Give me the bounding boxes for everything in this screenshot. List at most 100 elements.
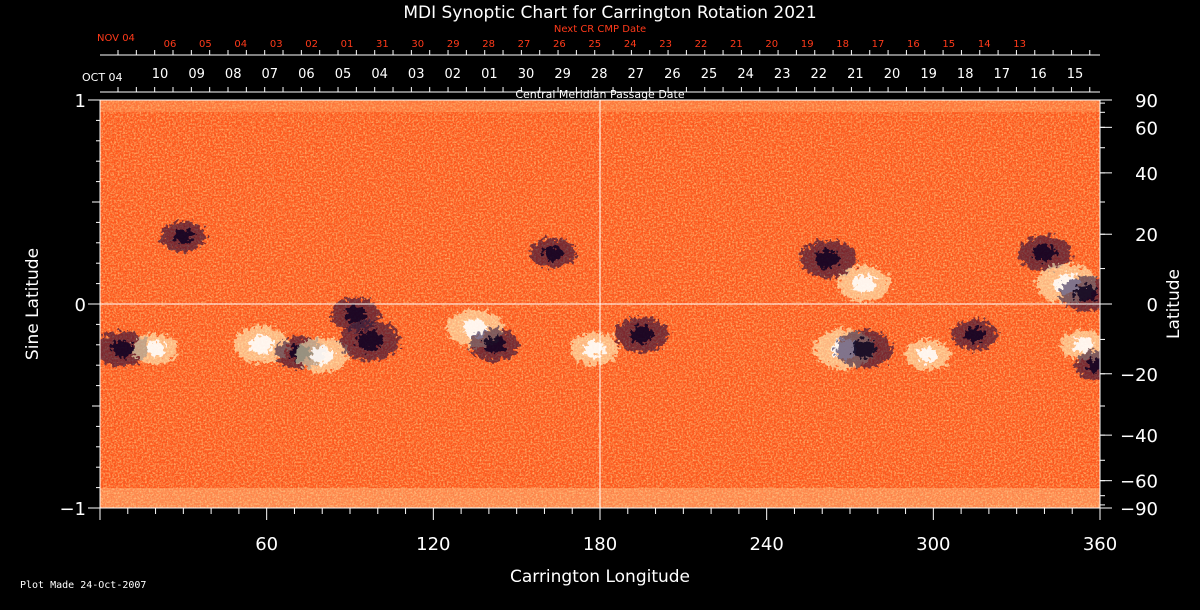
active-region-core (815, 249, 840, 269)
cmp-date-label: 26 (664, 67, 681, 82)
cmp-axis-label: Central Meridian Passage Date (515, 88, 684, 101)
next-cr-date-label: 06 (164, 39, 177, 50)
active-region-core (356, 330, 383, 351)
active-region-core (1033, 244, 1056, 262)
active-region-core (145, 341, 166, 357)
x-tick-label: 120 (416, 534, 450, 555)
magnetogram-map (100, 100, 1100, 508)
active-region-core (1087, 357, 1100, 373)
chart-title: MDI Synoptic Chart for Carrington Rotati… (403, 3, 816, 23)
y-tick-label-left: 0 (75, 295, 86, 316)
active-region-core (110, 340, 134, 358)
cmp-date-label: 02 (445, 67, 462, 82)
next-cr-date-label: 30 (411, 39, 424, 50)
y-tick-label-right: −60 (1120, 472, 1158, 493)
active-region-core (344, 306, 367, 323)
active-region-core (1074, 285, 1098, 303)
next-cr-date-label: 03 (270, 39, 283, 50)
y-tick-label-left: −1 (59, 499, 86, 520)
cmp-date-label: 15 (1067, 67, 1084, 82)
next-cr-date-label: 05 (199, 39, 212, 50)
cmp-date-label: 01 (481, 67, 498, 82)
next-cr-date-label: 18 (836, 39, 849, 50)
right-axis: 90 60 40 20 0 −20 −40 −60 −90 (1100, 91, 1158, 520)
y-axis-label-right: Latitude (1164, 269, 1184, 339)
active-region-core (852, 274, 876, 293)
x-tick-label: 300 (916, 534, 950, 555)
active-regions (100, 221, 1100, 381)
active-region-core (965, 327, 985, 343)
active-region-negative (1074, 350, 1100, 381)
y-axis-label-left: Sine Latitude (23, 248, 43, 360)
y-tick-label-right: −90 (1120, 499, 1158, 520)
active-region-core (583, 340, 606, 358)
next-cr-date-label: 25 (588, 39, 601, 50)
next-cr-date-label: 20 (765, 39, 778, 50)
next-cr-date-label: 23 (659, 39, 672, 50)
cmp-date-label: 22 (811, 67, 828, 82)
cmp-date-label: 18 (957, 67, 974, 82)
next-cr-date-label: 31 (376, 39, 389, 50)
next-cr-date-label: 02 (305, 39, 318, 50)
cmp-date-label: 30 (518, 67, 535, 82)
y-tick-label-right: −40 (1120, 426, 1158, 447)
cmp-date-label: 04 (371, 67, 388, 82)
next-cr-date-label: 24 (624, 39, 637, 50)
next-cr-date-label: 16 (907, 39, 920, 50)
next-cr-date-label: 26 (553, 39, 566, 50)
y-tick-label-right: 60 (1135, 118, 1158, 139)
next-cr-first-label: NOV 04 (97, 33, 135, 44)
active-region-core (542, 245, 563, 261)
x-tick-label: 360 (1083, 534, 1117, 555)
next-cr-date-label: 17 (872, 39, 885, 50)
left-axis: 1 0 −1 (59, 91, 100, 520)
y-tick-label-left: 1 (75, 91, 86, 112)
cmp-date-label: 09 (188, 67, 205, 82)
cmp-date-label: 17 (994, 67, 1011, 82)
cmp-date-label: 29 (554, 67, 571, 82)
active-region-core (1073, 337, 1094, 353)
cmp-date-label: 20 (884, 67, 901, 82)
active-region-core (173, 229, 194, 245)
cmp-date-label: 07 (262, 67, 279, 82)
active-region-core (248, 335, 274, 355)
cmp-date-label: 27 (628, 67, 645, 82)
gridlines (100, 100, 1100, 508)
cmp-date-label: 03 (408, 67, 425, 82)
next-cr-date-label: 22 (695, 39, 708, 50)
x-tick-label: 180 (583, 534, 617, 555)
next-cr-date-label: 28 (482, 39, 495, 50)
next-cr-date-label: 04 (234, 39, 247, 50)
next-cr-axis-label: Next CR CMP Date (554, 24, 646, 35)
y-tick-label-right: 40 (1135, 164, 1158, 185)
next-cr-date-label: 13 (1013, 39, 1026, 50)
active-region-core (917, 347, 938, 363)
next-cr-date-label: 27 (518, 39, 531, 50)
cmp-date-label: 08 (225, 67, 242, 82)
y-tick-label-right: 20 (1135, 225, 1158, 246)
active-region-core (483, 336, 506, 353)
y-tick-label-right: 0 (1147, 295, 1158, 316)
cmp-date-label: 25 (701, 67, 718, 82)
active-region-core (630, 325, 654, 344)
next-cr-date-label: 01 (341, 39, 354, 50)
plot-made-note: Plot Made 24-Oct-2007 (20, 580, 147, 591)
x-tick-label: 240 (749, 534, 783, 555)
cmp-date-label: 24 (737, 67, 754, 82)
cmp-date-label: 06 (298, 67, 315, 82)
cmp-date-label: 19 (920, 67, 937, 82)
cmp-date-label: 23 (774, 67, 791, 82)
next-cr-date-label: 29 (447, 39, 460, 50)
bottom-axis: 60 120 180 240 300 360 (99, 508, 1117, 555)
x-axis-label: Carrington Longitude (510, 567, 690, 587)
x-tick-label: 60 (255, 534, 278, 555)
active-region-core (851, 339, 877, 359)
date-axes: 06 05 04 03 02 01 31 30 29 28 27 26 25 24 23 22 21 20 19 18… (100, 39, 1100, 93)
active-region-core (310, 346, 334, 364)
y-tick-label-right: 90 (1135, 91, 1158, 112)
next-cr-date-label: 14 (978, 39, 991, 50)
cmp-date-label: 10 (152, 67, 169, 82)
next-cr-date-label: 19 (801, 39, 814, 50)
next-cr-date-label: 21 (730, 39, 743, 50)
